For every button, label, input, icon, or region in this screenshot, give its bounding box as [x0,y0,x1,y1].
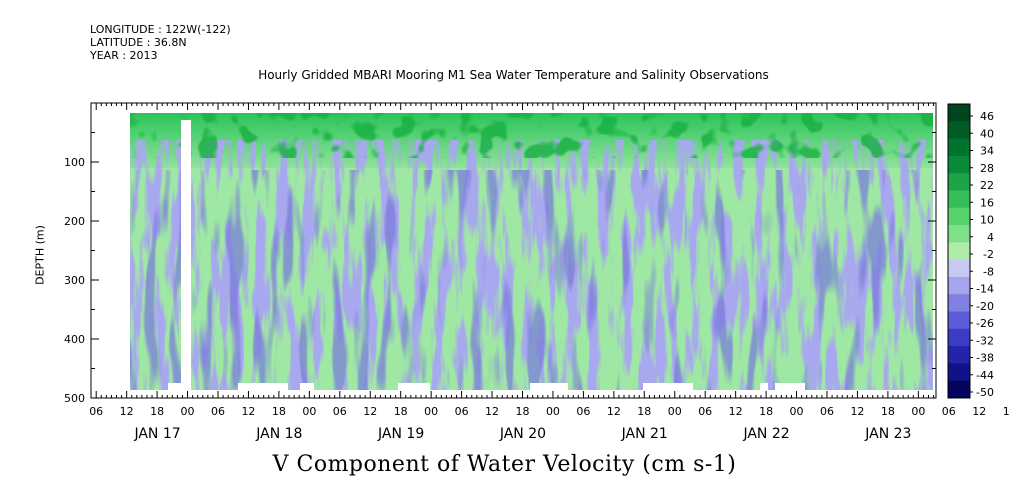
x-day-label: JAN 17 [133,426,180,442]
colorbar-swatch [948,363,970,382]
colorbar-swatch [948,173,970,191]
x-hour-label: 00 [181,405,195,418]
colorbar-swatch [948,207,970,226]
colorbar-swatch [948,121,970,140]
colorbar: 46 40 34 28 22 16 10 4 -2 -8 -14 -20 -26 -32 -38 -44 -50 [947,103,994,399]
year-label: YEAR : 2013 [90,49,158,62]
colorbar-label: -8 [983,265,994,278]
colorbar-swatch [948,328,970,347]
x-hour-label: 06 [576,405,590,418]
colorbar-swatch [948,259,970,278]
x-hour-label: 00 [546,405,560,418]
x-hour-label: 18 [759,405,773,418]
y-tick-label: 100 [64,156,85,169]
colorbar-swatch [948,242,970,261]
x-hour-label: 18 [394,405,408,418]
x-hour-label: 06 [698,405,712,418]
colorbar-swatch [948,294,970,313]
y-tick-label: 500 [64,392,85,405]
colorbar-label: -2 [983,248,994,261]
colorbar-label: -44 [976,369,994,382]
x-hour-label: 06 [89,405,103,418]
x-hour-label: 12 [363,405,377,418]
x-hour-label: 18 [637,405,651,418]
x-hour-label: 06 [333,405,347,418]
x-hour-label: 18 [1003,405,1009,418]
colorbar-label: 28 [980,162,994,175]
latitude-label: LATITUDE : 36.8N [90,36,187,49]
colorbar-label: -50 [976,386,994,399]
data-gap [181,120,191,392]
data-field [130,113,933,392]
colorbar-label: 40 [980,127,994,140]
x-day-label: JAN 21 [621,426,668,442]
y-tick-label: 400 [64,333,85,346]
x-day-label: JAN 23 [864,426,911,442]
colorbar-label: 10 [980,214,994,227]
x-hour-label: 00 [302,405,316,418]
colorbar-label: 16 [980,196,994,209]
x-day-label: JAN 22 [742,426,789,442]
x-day-label: JAN 19 [377,426,424,442]
colorbar-label: -14 [976,283,994,296]
x-hour-label: 18 [150,405,164,418]
colorbar-swatch [948,346,970,364]
colorbar-label: -38 [976,352,994,365]
colorbar-label: 4 [987,231,994,244]
x-hour-label: 06 [820,405,834,418]
x-hour-label: 12 [972,405,986,418]
x-hour-label: 12 [850,405,864,418]
x-hour-label: 18 [516,405,530,418]
colorbar-swatch [948,276,970,295]
colorbar-swatch [948,155,970,174]
colorbar-swatch [948,311,970,330]
x-hour-label: 06 [211,405,225,418]
colorbar-label: -26 [976,317,994,330]
x-hour-label: 06 [455,405,469,418]
colorbar-label: 46 [980,110,994,123]
colorbar-label: -20 [976,300,994,313]
x-hour-label: 00 [911,405,925,418]
y-tick-label: 200 [64,215,85,228]
x-day-label: JAN 18 [255,426,302,442]
colorbar-label: 22 [980,179,994,192]
x-hour-label: 18 [881,405,895,418]
colorbar-swatch [948,104,970,122]
colorbar-swatch [948,225,970,243]
x-hour-label: 18 [272,405,286,418]
x-hour-label: 06 [942,405,956,418]
colorbar-label: 34 [980,145,994,158]
longitude-label: LONGITUDE : 122W(-122) [90,23,231,36]
x-day-label: JAN 20 [499,426,546,442]
x-hour-label: 12 [485,405,499,418]
colorbar-swatch [948,138,970,157]
x-hour-label: 12 [729,405,743,418]
x-hour-label: 00 [668,405,682,418]
x-hour-label: 12 [607,405,621,418]
x-hour-label: 00 [790,405,804,418]
x-hour-label: 00 [424,405,438,418]
x-hour-label: 12 [241,405,255,418]
colorbar-frame [947,103,971,399]
colorbar-swatch [948,380,970,399]
x-axis-title: V Component of Water Velocity (cm s-1) [272,452,737,477]
y-tick-label: 300 [64,274,85,287]
chart-title: Hourly Gridded MBARI Mooring M1 Sea Wate… [258,68,769,82]
colorbar-label: -32 [976,334,994,347]
x-hour-label: 12 [120,405,134,418]
colorbar-swatch [948,190,970,209]
